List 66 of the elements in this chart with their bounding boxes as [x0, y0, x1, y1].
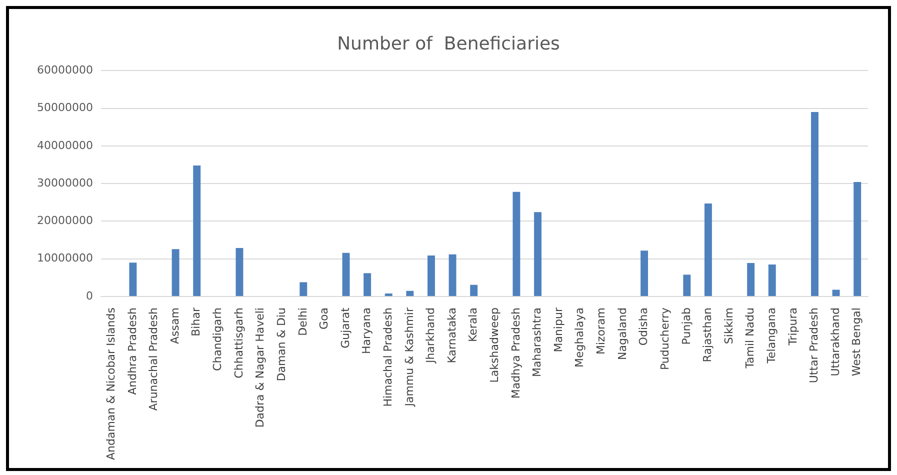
x-tick-label: Chandigarh — [211, 308, 224, 371]
bar — [470, 284, 478, 296]
x-tick-label: Assam — [168, 308, 182, 344]
x-tick-label: Jammu & Kashmir — [402, 307, 416, 408]
bar — [832, 290, 840, 296]
x-tick-label: Uttar Pradesh — [808, 307, 821, 384]
x-tick-label: Nagaland — [616, 308, 629, 360]
x-tick-label: Jharkhand — [424, 308, 438, 364]
x-tick-label: Meghalaya — [573, 308, 586, 368]
y-tick-label: 10000000 — [36, 252, 93, 265]
bar — [364, 273, 372, 296]
x-tick-label: Bihar — [190, 307, 203, 336]
bar — [854, 182, 862, 296]
chart-title: Number of Beneficiaries — [337, 33, 560, 54]
bar — [448, 254, 456, 296]
y-tick-label: 40000000 — [36, 138, 93, 152]
x-tick-label: Tripura — [786, 308, 800, 346]
x-tick-label: Odisha — [637, 308, 650, 346]
x-tick-label: Uttarakhand — [828, 308, 842, 376]
bar — [704, 204, 712, 296]
y-tick-label: 50000000 — [36, 101, 93, 114]
bar — [640, 250, 648, 296]
x-tick-label: Telangana — [764, 308, 778, 364]
x-tick-label: Haryana — [360, 308, 374, 354]
x-tick-label: Goa — [318, 308, 331, 330]
bar — [193, 165, 201, 296]
x-tick-label: Punjab — [680, 308, 693, 345]
bar — [172, 249, 180, 296]
x-tick-label: Karnataka — [445, 308, 458, 364]
x-tick-label: Chhattisgarh — [232, 308, 246, 378]
bar — [768, 264, 776, 296]
y-tick-label: 60000000 — [36, 63, 93, 76]
x-tick-label: Dadra & Nagar Haveli — [254, 308, 267, 428]
bar — [534, 212, 542, 296]
bar — [512, 192, 520, 296]
bar — [428, 255, 435, 296]
bar — [236, 248, 244, 296]
y-tick-label: 30000000 — [36, 176, 93, 190]
bar — [747, 263, 755, 296]
bar — [342, 252, 350, 296]
bar — [406, 290, 414, 296]
x-tick-label: Gujarat — [338, 306, 352, 348]
x-tick-label: Daman & Diu — [274, 308, 288, 382]
x-tick-label: Arunachal Pradesh — [147, 307, 160, 411]
x-tick-label: Andhra Pradesh — [126, 308, 139, 395]
bar — [811, 112, 818, 296]
x-tick-label: Lakshadweep — [488, 308, 502, 383]
y-tick-label: 20000000 — [36, 214, 93, 228]
x-tick-label: Sikkim — [722, 308, 736, 344]
x-tick-label: Puducherry — [658, 307, 672, 370]
bar — [384, 294, 392, 296]
x-tick-label: West Bengal — [850, 308, 864, 376]
x-tick-label: Andaman & Nicobar Islands — [104, 307, 118, 460]
x-tick-label: Madhya Pradesh — [509, 307, 522, 399]
x-tick-label: Rajasthan — [701, 307, 714, 362]
bar — [129, 262, 137, 296]
x-tick-label: Kerala — [466, 308, 480, 342]
x-tick-label: Tamil Nadu — [744, 308, 757, 370]
x-tick-label: Maharashtra — [530, 308, 544, 378]
x-tick-label: Delhi — [296, 308, 310, 336]
bar — [300, 282, 308, 296]
bar — [683, 274, 691, 296]
y-tick-label: 0 — [86, 289, 93, 302]
x-tick-label: Manipur — [552, 307, 565, 352]
x-tick-label: Himachal Pradesh — [381, 308, 394, 407]
x-tick-label: Mizoram — [594, 308, 608, 355]
